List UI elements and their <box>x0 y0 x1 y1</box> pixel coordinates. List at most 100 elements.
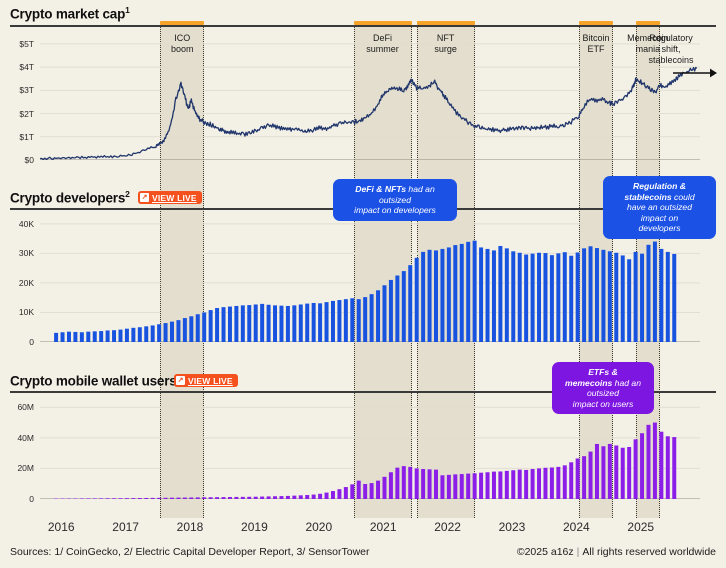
bar <box>395 467 400 499</box>
bar <box>124 328 129 342</box>
bar <box>672 437 677 499</box>
bar <box>234 496 239 499</box>
bar <box>562 465 567 499</box>
bar <box>421 469 426 499</box>
bar <box>176 497 181 499</box>
bar <box>311 494 316 499</box>
bar <box>627 259 632 342</box>
bar <box>401 271 406 342</box>
view-live-button-developers[interactable]: ↗ VIEW LIVE <box>138 191 202 204</box>
bar <box>208 310 213 342</box>
bar <box>343 487 348 499</box>
bar <box>382 285 387 342</box>
callout-etfs-memecoins: ETFs & memecoins had an outsized impact on… <box>552 362 654 415</box>
bar <box>86 331 91 342</box>
bar <box>594 443 599 499</box>
y-tick-label: 0 <box>29 494 34 504</box>
bar <box>131 498 136 499</box>
bar <box>421 251 426 342</box>
bar <box>665 436 670 499</box>
bar <box>524 469 529 499</box>
bar <box>524 254 529 342</box>
bar <box>234 305 239 342</box>
bar <box>240 496 245 499</box>
bar <box>195 497 200 499</box>
arrow-up-right-icon: ↗ <box>176 376 185 385</box>
bar <box>215 308 220 342</box>
bar <box>620 447 625 499</box>
callout-defi-nfts: DeFi & NFTs had an outsized impact on dev… <box>333 179 457 221</box>
footer-rights-text: All rights reserved worldwide <box>582 546 716 558</box>
bar <box>498 245 503 342</box>
y-tick-label: 40K <box>18 218 34 229</box>
bar <box>614 445 619 499</box>
bar <box>150 497 155 499</box>
y-tick-label: 30K <box>18 248 34 259</box>
bar <box>504 248 509 342</box>
bar <box>330 491 335 499</box>
bar <box>414 257 419 342</box>
bar <box>627 447 632 499</box>
bar <box>176 320 181 342</box>
callout-strong: Regulation & stablecoins <box>624 181 686 202</box>
bar <box>86 498 91 499</box>
bar <box>434 250 438 342</box>
bar <box>646 244 651 342</box>
bar <box>118 498 123 499</box>
bar <box>298 304 303 342</box>
bar <box>652 422 657 499</box>
bar <box>388 279 393 342</box>
bar <box>601 446 606 499</box>
bar <box>537 252 542 342</box>
market-cap-line <box>40 66 698 160</box>
page-title-developers: Crypto developers2 <box>10 189 130 206</box>
bar <box>446 247 451 342</box>
x-tick-label: 2023 <box>498 520 526 534</box>
bar <box>672 253 677 342</box>
bar <box>343 299 348 342</box>
bar <box>221 497 226 499</box>
bar <box>646 424 651 499</box>
bar <box>292 495 297 499</box>
bar <box>485 248 490 342</box>
bar <box>376 480 381 499</box>
bar <box>99 331 104 342</box>
bar <box>395 275 400 342</box>
bar <box>318 493 323 499</box>
bar <box>511 470 516 499</box>
view-live-button-wallets[interactable]: ↗ VIEW LIVE <box>174 374 238 387</box>
bar <box>131 327 136 342</box>
callout-rest: had an outsized impact on developers <box>354 184 436 216</box>
x-tick-label: 2017 <box>112 520 139 534</box>
bar <box>466 473 471 499</box>
bar <box>144 497 149 499</box>
bar <box>157 324 162 342</box>
bar <box>517 469 522 499</box>
bar <box>337 489 342 499</box>
bar <box>137 327 142 342</box>
bar <box>498 471 503 499</box>
bar <box>285 495 290 499</box>
bar <box>504 470 509 499</box>
bar <box>607 251 612 342</box>
bar <box>202 312 207 342</box>
bar <box>588 246 593 342</box>
bar <box>285 305 290 342</box>
bar <box>253 304 258 342</box>
bar <box>491 250 496 342</box>
bar <box>562 252 567 342</box>
x-tick-label: 2016 <box>47 520 75 534</box>
bar <box>427 249 432 342</box>
bar <box>273 305 278 342</box>
bar <box>157 497 162 499</box>
y-tick-label: 10K <box>18 307 34 318</box>
bar <box>376 290 381 342</box>
bar <box>118 329 123 342</box>
bar <box>556 253 561 342</box>
market-cap-svg <box>40 43 700 160</box>
bar <box>434 469 438 499</box>
wallets-rule <box>10 391 716 393</box>
bar <box>633 439 638 499</box>
bar <box>575 252 580 342</box>
bar <box>170 321 174 342</box>
